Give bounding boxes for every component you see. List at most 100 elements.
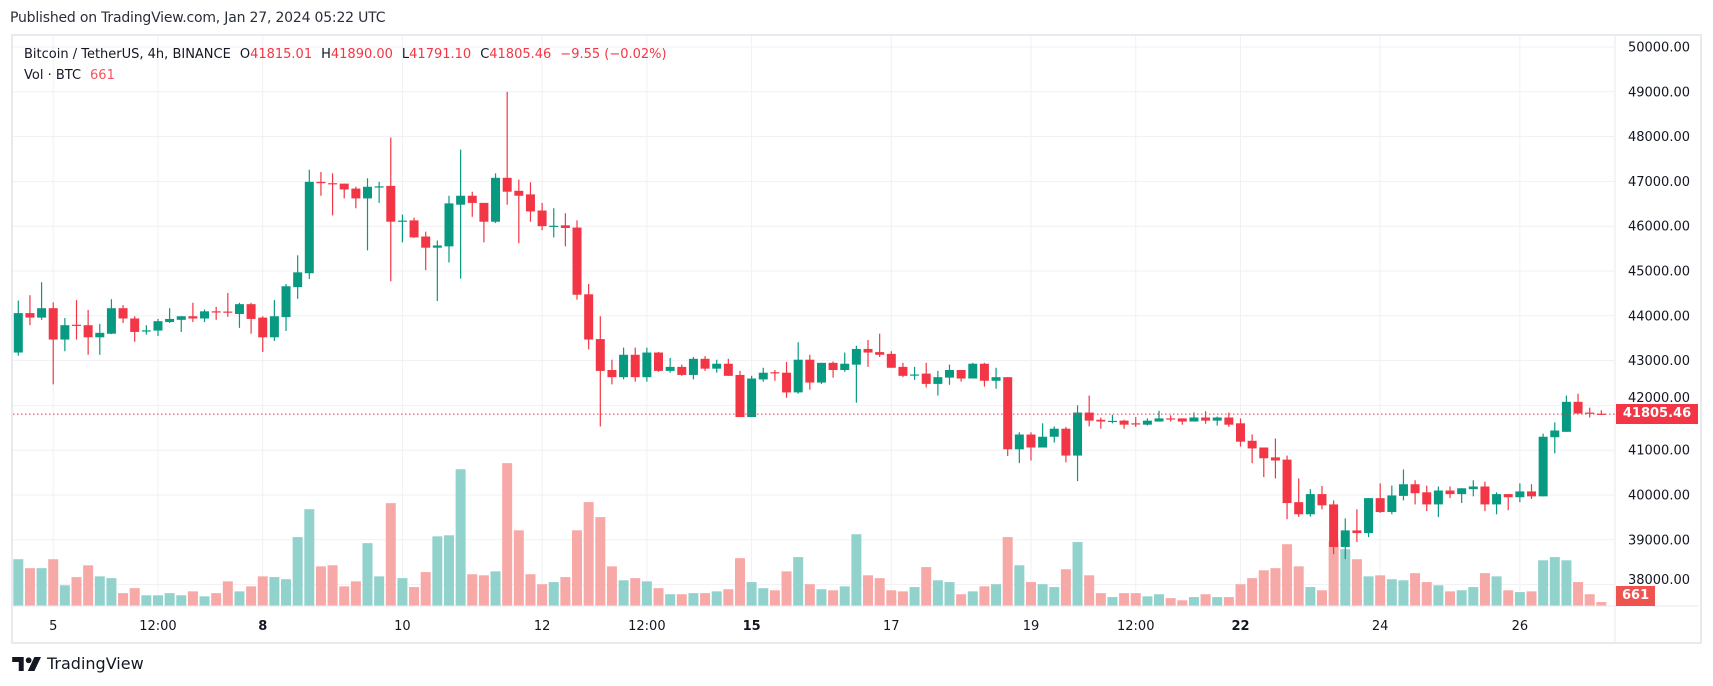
candle-body[interactable] — [525, 194, 535, 212]
candle-body[interactable] — [1305, 494, 1315, 515]
candle-body[interactable] — [1236, 423, 1245, 442]
candle-body[interactable] — [316, 181, 326, 184]
candle-body[interactable] — [1154, 418, 1164, 422]
candle-body[interactable] — [886, 353, 896, 368]
candle-body[interactable] — [537, 210, 547, 227]
candle-body[interactable] — [130, 318, 140, 332]
candle-body[interactable] — [1550, 430, 1560, 438]
candle-body[interactable] — [1433, 490, 1443, 505]
candle-body[interactable] — [141, 330, 151, 332]
candle-body[interactable] — [467, 195, 477, 203]
candle-body[interactable] — [1038, 436, 1048, 448]
candle-body[interactable] — [549, 225, 559, 227]
candle-body[interactable] — [875, 352, 885, 355]
candle-body[interactable] — [386, 185, 396, 222]
candle-body[interactable] — [118, 308, 128, 319]
candle-body[interactable] — [642, 352, 652, 378]
candle-body[interactable] — [1073, 412, 1083, 456]
candle-body[interactable] — [456, 195, 466, 205]
candle-body[interactable] — [805, 359, 815, 383]
candle-body[interactable] — [246, 304, 256, 319]
candle-body[interactable] — [1212, 417, 1222, 421]
volume-title[interactable]: Vol · BTC — [24, 68, 82, 83]
candle-body[interactable] — [304, 181, 314, 274]
candle-body[interactable] — [991, 377, 1001, 381]
candle-body[interactable] — [665, 366, 675, 371]
candle-body[interactable] — [840, 363, 850, 371]
candle-body[interactable] — [933, 377, 943, 384]
candle-body[interactable] — [1259, 447, 1269, 459]
candle-body[interactable] — [176, 316, 186, 320]
candle-body[interactable] — [95, 332, 105, 338]
candle-body[interactable] — [106, 308, 116, 334]
candle-body[interactable] — [72, 324, 81, 326]
candle-body[interactable] — [584, 294, 594, 340]
candle-body[interactable] — [1387, 495, 1397, 513]
candle-body[interactable] — [83, 325, 93, 338]
candle-body[interactable] — [1084, 412, 1094, 421]
candle-body[interactable] — [1189, 417, 1199, 422]
candle-body[interactable] — [630, 354, 640, 378]
candle-body[interactable] — [1119, 420, 1129, 425]
candle-body[interactable] — [863, 348, 873, 353]
candle-body[interactable] — [258, 317, 268, 338]
candle-body[interactable] — [1561, 401, 1571, 432]
candle-body[interactable] — [153, 321, 163, 331]
candle-body[interactable] — [1049, 428, 1059, 437]
candle-body[interactable] — [1364, 498, 1374, 534]
candle-body[interactable] — [688, 358, 698, 375]
candle-body[interactable] — [1201, 417, 1211, 421]
candle-body[interactable] — [758, 372, 768, 380]
candle-body[interactable] — [397, 220, 407, 222]
candle-body[interactable] — [1515, 491, 1525, 498]
candle-body[interactable] — [374, 186, 384, 188]
candle-body[interactable] — [328, 183, 338, 185]
candle-body[interactable] — [1329, 504, 1339, 547]
candle-body[interactable] — [910, 374, 920, 376]
candle-body[interactable] — [793, 359, 803, 393]
candle-body[interactable] — [677, 366, 687, 375]
candle-body[interactable] — [700, 358, 710, 369]
candle-body[interactable] — [491, 177, 501, 222]
candle-body[interactable] — [1468, 486, 1478, 490]
candle-body[interactable] — [444, 203, 454, 247]
candle-body[interactable] — [1166, 418, 1176, 420]
candle-body[interactable] — [165, 318, 175, 323]
candle-body[interactable] — [898, 366, 908, 376]
candle-body[interactable] — [723, 363, 733, 376]
candle-body[interactable] — [619, 354, 629, 378]
candle-body[interactable] — [921, 373, 931, 384]
candle-body[interactable] — [979, 363, 989, 381]
candle-body[interactable] — [747, 378, 757, 418]
candle-body[interactable] — [363, 186, 372, 199]
candle-body[interactable] — [37, 308, 47, 318]
candle-body[interactable] — [1224, 417, 1234, 425]
candle-body[interactable] — [1270, 457, 1280, 461]
candle-body[interactable] — [502, 177, 512, 192]
candle-body[interactable] — [1480, 486, 1490, 505]
time-axis[interactable]: 5 12:00 8 10 12 12:00 15 17 19 12:00 22 24 26 — [49, 619, 1528, 634]
candle-body[interactable] — [1142, 420, 1152, 425]
candle-body[interactable] — [1538, 436, 1548, 497]
candle-body[interactable] — [607, 370, 617, 378]
candle-body[interactable] — [1445, 490, 1455, 495]
candle-body[interactable] — [560, 225, 570, 228]
candle-body[interactable] — [269, 316, 279, 338]
candle-body[interactable] — [654, 352, 663, 371]
candle-body[interactable] — [572, 227, 582, 295]
candle-body[interactable] — [211, 311, 221, 313]
candle-body[interactable] — [1457, 488, 1467, 495]
candle-body[interactable] — [351, 188, 361, 199]
candle-body[interactable] — [1247, 440, 1257, 449]
candle-body[interactable] — [479, 202, 489, 222]
candle-body[interactable] — [968, 363, 978, 379]
candle-body[interactable] — [1061, 428, 1071, 456]
candle-body[interactable] — [735, 374, 745, 418]
symbol-title[interactable]: Bitcoin / TetherUS, 4h, BINANCE — [24, 47, 231, 62]
tradingview-logo[interactable]: TradingView — [12, 654, 144, 673]
candle-body[interactable] — [293, 272, 303, 288]
candle-body[interactable] — [188, 316, 198, 319]
candle-body[interactable] — [1026, 434, 1036, 448]
candle-body[interactable] — [1014, 434, 1024, 450]
candle-body[interactable] — [514, 190, 524, 196]
